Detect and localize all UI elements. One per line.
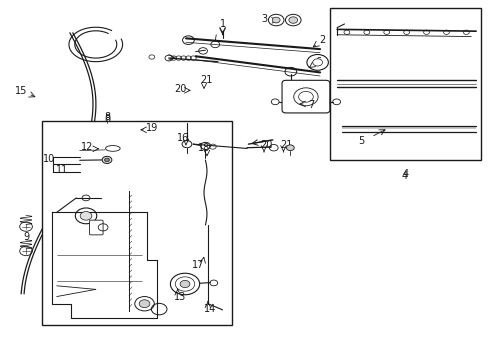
Circle shape: [272, 17, 280, 23]
Text: 3: 3: [261, 14, 266, 24]
Text: 14: 14: [204, 304, 216, 314]
Text: 8: 8: [104, 112, 110, 122]
Circle shape: [139, 300, 150, 308]
Circle shape: [102, 156, 112, 163]
Bar: [42, 121, 232, 325]
Text: 13: 13: [174, 292, 186, 302]
Circle shape: [180, 280, 189, 288]
Text: 17: 17: [192, 260, 204, 270]
Text: 19: 19: [145, 123, 158, 133]
Text: 2: 2: [319, 35, 325, 45]
Text: 5: 5: [358, 136, 364, 145]
Circle shape: [286, 145, 294, 150]
Circle shape: [288, 17, 297, 23]
Text: 15: 15: [15, 86, 27, 96]
FancyBboxPatch shape: [282, 80, 329, 113]
Text: 4: 4: [401, 171, 407, 181]
Text: 7: 7: [308, 100, 314, 110]
FancyBboxPatch shape: [89, 220, 103, 235]
Text: 4: 4: [402, 169, 407, 179]
Circle shape: [104, 158, 109, 162]
Bar: [329, 8, 480, 160]
Text: 1: 1: [219, 19, 225, 29]
Text: 11: 11: [56, 165, 68, 175]
Text: 12: 12: [81, 142, 94, 152]
Text: 6: 6: [315, 57, 321, 67]
Text: 18: 18: [198, 143, 210, 153]
Text: 20: 20: [260, 140, 272, 150]
Text: 16: 16: [177, 133, 189, 143]
Circle shape: [312, 59, 322, 66]
Text: 9: 9: [23, 232, 29, 242]
Text: 8: 8: [104, 114, 110, 124]
Text: 21: 21: [279, 140, 291, 150]
Circle shape: [80, 212, 92, 220]
Text: 21: 21: [200, 75, 212, 85]
Text: 20: 20: [174, 84, 186, 94]
Text: 10: 10: [43, 154, 56, 164]
